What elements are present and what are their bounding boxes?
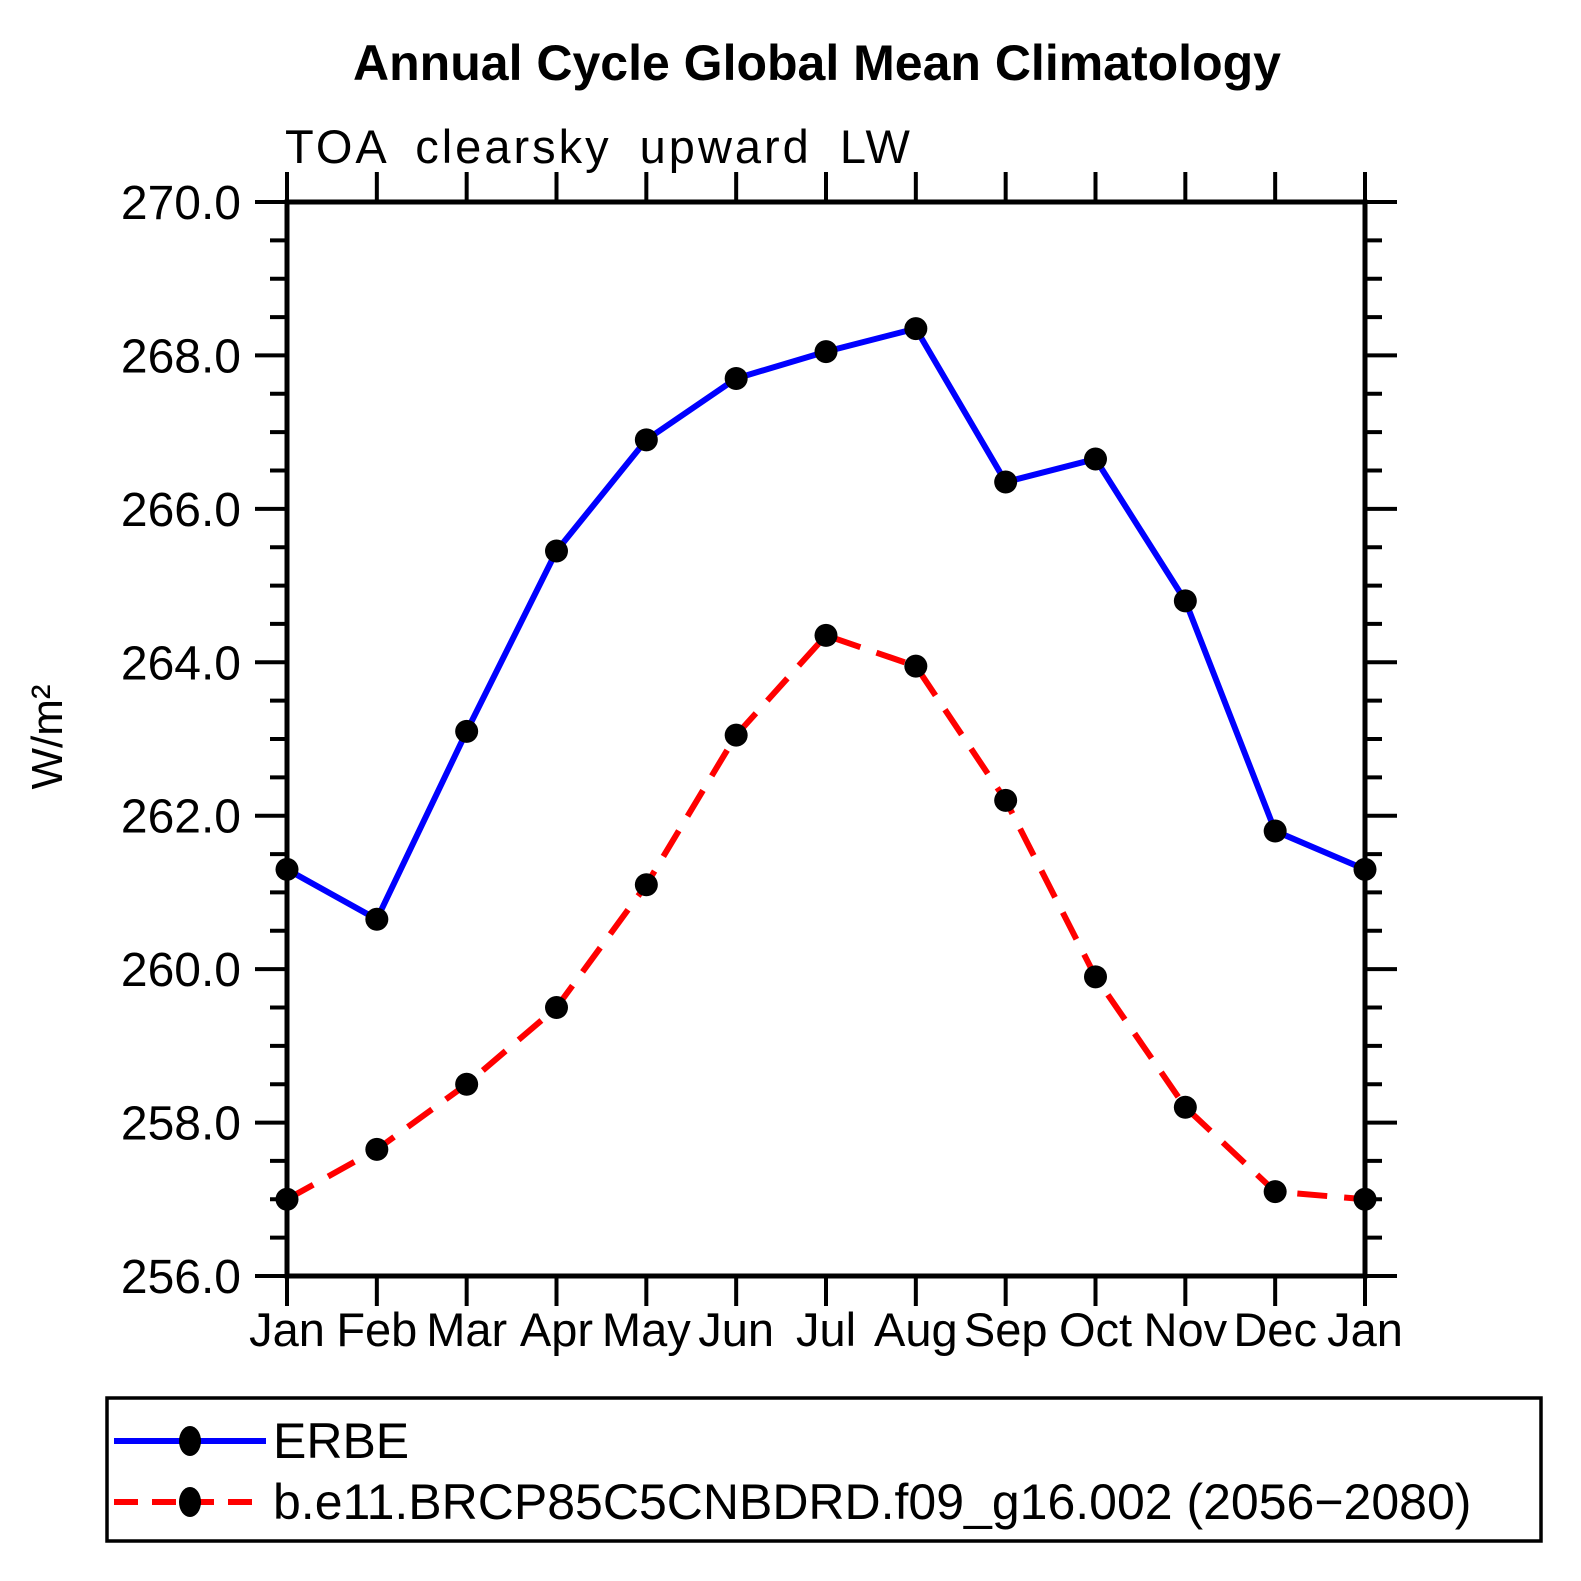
data-point-marker: [724, 366, 748, 390]
data-point-marker: [1084, 965, 1107, 989]
y-axis-tick-label: 264.0: [121, 637, 241, 690]
series-line-erbe: [285, 325, 1367, 924]
x-axis-month-label: Apr: [520, 1303, 593, 1356]
data-point-marker: [1353, 1187, 1377, 1211]
data-point-marker: [814, 623, 838, 647]
data-point-marker: [545, 996, 568, 1019]
legend-box: [105, 1396, 1543, 1543]
data-point-marker: [994, 470, 1018, 494]
data-point-marker: [455, 1072, 479, 1096]
legend-marker: [179, 1426, 201, 1456]
plot-frame: [284, 199, 1368, 1279]
chart-title: Annual Cycle Global Mean Climatology: [353, 35, 1281, 91]
x-axis-month-label: Feb: [336, 1303, 417, 1356]
legend-label: b.e11.BRCP85C5CNBDRD.f09_g16.002 (2056−2…: [273, 1474, 1471, 1530]
y-axis-tick-label: 256.0: [121, 1251, 241, 1304]
data-point-marker: [455, 719, 479, 743]
x-axis-month-label: Aug: [874, 1303, 958, 1356]
data-point-marker: [814, 340, 838, 364]
y-axis-tick-label: 262.0: [121, 791, 241, 844]
legend-marker: [179, 1487, 201, 1517]
data-point-marker: [1084, 447, 1107, 471]
data-point-marker: [365, 1137, 389, 1161]
data-point-marker: [1173, 589, 1197, 613]
x-axis-month-label: Dec: [1233, 1303, 1317, 1356]
y-axis-tick-label: 260.0: [121, 944, 241, 997]
y-axis-tick-label: 270.0: [121, 177, 241, 230]
data-point-marker: [634, 428, 658, 452]
data-point-marker: [275, 857, 299, 881]
y-axis-tick-label: 258.0: [121, 1098, 241, 1151]
legend-label: ERBE: [273, 1413, 409, 1469]
data-point-marker: [1263, 1180, 1287, 1204]
x-axis-month-label: Jun: [698, 1303, 774, 1356]
series-line-model: [285, 631, 1366, 1203]
x-axis-month-label: Oct: [1059, 1303, 1132, 1356]
x-axis-month-label: Mar: [426, 1303, 507, 1356]
x-axis-month-label: Jan: [1327, 1303, 1403, 1356]
data-point-marker: [904, 654, 928, 678]
y-axis-tick-label: 266.0: [121, 484, 241, 537]
data-point-marker: [1263, 819, 1287, 843]
y-axis-label: W/m²: [23, 684, 72, 789]
x-axis-month-label: Nov: [1144, 1303, 1228, 1356]
x-axis-month-label: May: [602, 1303, 691, 1356]
data-point-marker: [724, 723, 748, 747]
data-point-marker: [275, 1187, 299, 1211]
data-point-marker: [634, 873, 658, 897]
chart-subtitle: TOA clearsky upward LW: [285, 120, 913, 173]
data-point-marker: [365, 907, 389, 931]
data-point-marker: [1173, 1095, 1197, 1119]
plot-area: 256.0 258.0 260.0 262.0 264.0 266.0 268.0 270.0…: [121, 172, 1403, 1356]
x-axis-month-label: Jan: [249, 1303, 325, 1356]
data-point-marker: [904, 317, 928, 341]
y-axis-tick-label: 268.0: [121, 330, 241, 383]
data-point-marker: [994, 788, 1018, 812]
x-axis-month-label: Sep: [964, 1303, 1048, 1356]
data-point-marker: [545, 539, 568, 563]
x-axis-month-label: Jul: [796, 1303, 856, 1356]
data-point-marker: [1353, 857, 1377, 881]
